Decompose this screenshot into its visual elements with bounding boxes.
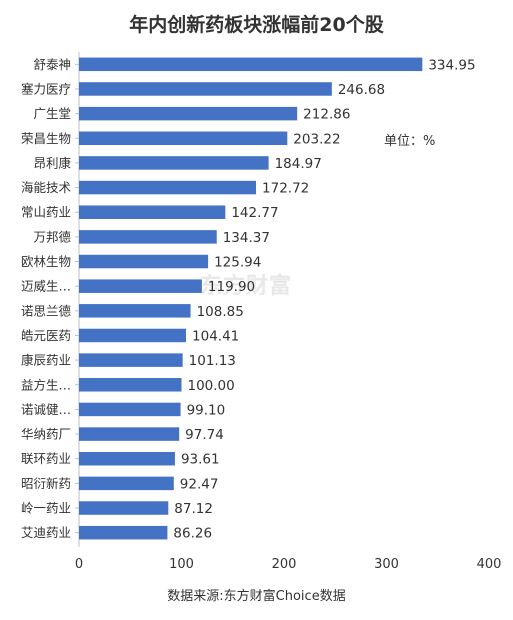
category-label: 诺诚健… (21, 402, 71, 417)
category-label: 舒泰神 (33, 57, 71, 72)
bar (79, 353, 183, 367)
bar (79, 328, 187, 343)
bar (79, 402, 181, 417)
bar (79, 427, 180, 441)
bar (79, 205, 226, 219)
bar (79, 451, 175, 466)
bar (79, 304, 191, 318)
bar (79, 230, 217, 244)
category-label: 皓元医药 (21, 328, 71, 343)
x-tick-label: 200 (272, 557, 297, 572)
category-label: 昭衍新药 (21, 476, 71, 491)
data-label: 87.12 (174, 501, 213, 517)
bar (79, 476, 174, 491)
category-label: 荣昌生物 (21, 131, 71, 146)
data-label: 246.68 (338, 82, 385, 98)
category-label: 常山药业 (21, 205, 71, 220)
data-label: 93.61 (181, 452, 220, 468)
bar (79, 57, 423, 72)
chart-title: 年内创新药板块涨幅前20个股 (129, 14, 384, 36)
bar (79, 254, 209, 269)
bar (79, 180, 257, 195)
category-label: 益方生… (21, 377, 71, 392)
data-label: 104.41 (192, 328, 239, 344)
bar (79, 106, 298, 121)
x-tick-label: 400 (477, 557, 502, 572)
data-label: 172.72 (262, 181, 309, 197)
bar (79, 525, 168, 540)
data-label: 212.86 (303, 107, 350, 123)
data-label: 100.00 (188, 378, 235, 394)
data-label: 184.97 (275, 156, 322, 172)
category-label: 欧林生物 (21, 254, 71, 269)
category-label: 迈威生… (21, 279, 71, 294)
category-label: 广生堂 (33, 106, 71, 121)
data-label: 108.85 (197, 304, 244, 320)
data-label: 119.90 (208, 279, 255, 295)
category-label: 艾迪药业 (21, 525, 71, 540)
source-note: 数据来源:东方财富Choice数据 (167, 589, 346, 604)
data-label: 99.10 (187, 402, 226, 418)
bar (79, 131, 288, 146)
bar (79, 156, 269, 170)
data-label: 97.74 (185, 427, 224, 443)
data-label: 101.13 (189, 353, 236, 369)
category-label: 联环药业 (21, 451, 71, 466)
bar (79, 279, 202, 293)
data-label: 203.22 (293, 131, 340, 147)
x-tick-label: 300 (374, 557, 399, 572)
category-label: 海能技术 (21, 180, 72, 195)
unit-label: 单位：% (384, 134, 436, 149)
data-label: 92.47 (180, 476, 219, 492)
category-label: 岭一药业 (21, 501, 71, 516)
data-label: 134.37 (223, 230, 270, 246)
x-tick-label: 100 (169, 557, 194, 572)
category-label: 华纳药厂 (21, 427, 71, 442)
category-label: 万邦德 (33, 229, 71, 244)
category-label: 诺思兰德 (21, 303, 72, 318)
bar (79, 501, 169, 515)
bar (79, 378, 182, 392)
category-label: 康辰药业 (21, 353, 71, 368)
category-label: 塞力医疗 (21, 81, 71, 96)
watermark: 东方财富 (200, 274, 293, 299)
data-label: 142.77 (231, 205, 278, 221)
data-label: 125.94 (214, 255, 261, 271)
bar (79, 82, 332, 96)
x-tick-label: 0 (75, 557, 83, 572)
data-label: 86.26 (173, 526, 212, 542)
data-label: 334.95 (428, 57, 475, 73)
category-label: 昂利康 (33, 155, 71, 170)
